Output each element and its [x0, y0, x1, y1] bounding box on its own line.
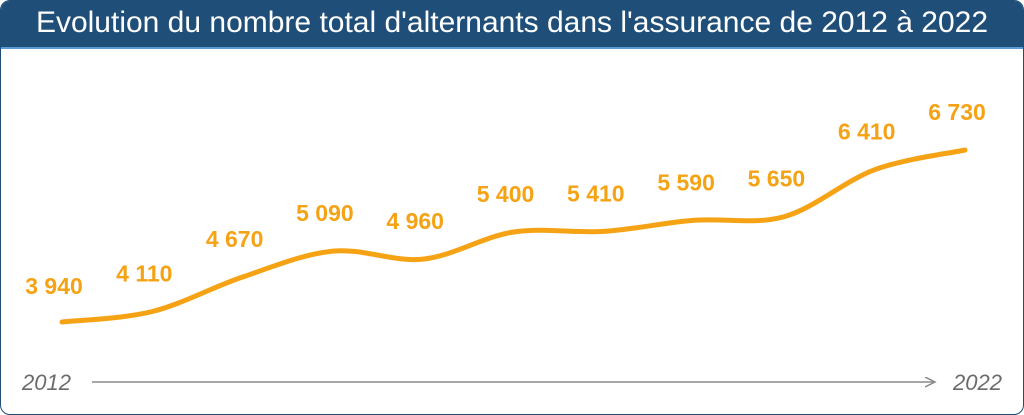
data-point-2020 [782, 215, 786, 219]
data-point-2022 [963, 148, 967, 152]
data-point-2014 [241, 275, 245, 279]
data-point-2012 [60, 320, 64, 324]
data-point-2016 [421, 257, 425, 261]
data-label-2013: 4 110 [116, 261, 172, 287]
data-label-layer: 3 940 4 110 4 670 5 090 4 960 5 400 5 410 5 590… [25, 99, 986, 299]
axis-start-label: 2012 [21, 370, 71, 395]
data-label-2019: 5 590 [657, 169, 715, 195]
data-label-2018: 5 410 [567, 180, 625, 206]
axis-end-label: 2022 [952, 370, 1002, 395]
data-label-2022: 6 730 [928, 99, 986, 125]
data-point-2017 [512, 230, 516, 234]
data-label-2015: 5 090 [296, 200, 354, 226]
data-label-2017: 5 400 [477, 181, 535, 207]
data-label-2020: 5 650 [748, 166, 806, 192]
series-line [59, 147, 968, 325]
data-label-2021: 6 410 [838, 119, 896, 145]
data-point-2015 [331, 249, 335, 253]
data-label-2012: 3 940 [25, 273, 83, 299]
chart-title: Evolution du nombre total d'alternants d… [1, 1, 1023, 49]
data-point-2018 [602, 229, 606, 233]
data-label-2016: 4 960 [386, 208, 444, 234]
series-layer [59, 147, 968, 325]
data-point-2021 [873, 168, 877, 172]
data-point-2013 [150, 310, 154, 314]
data-label-2014: 4 670 [206, 226, 264, 252]
data-point-2019 [692, 218, 696, 222]
